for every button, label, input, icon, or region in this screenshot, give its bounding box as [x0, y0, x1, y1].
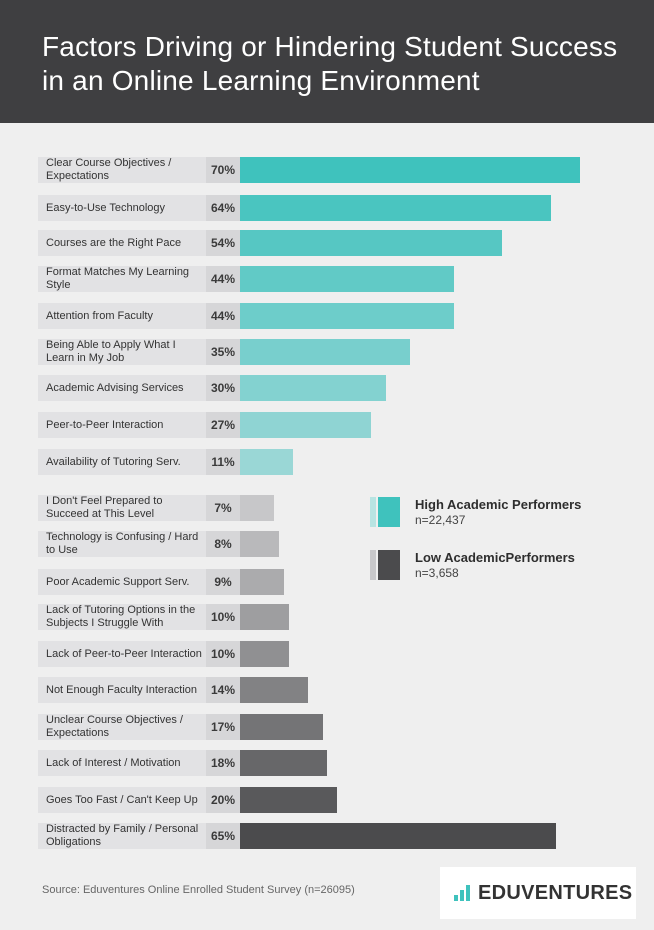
- category-label: Unclear Course Objectives / Expectations: [38, 714, 206, 740]
- legend-label-low: Low AcademicPerformers: [415, 550, 575, 565]
- value-label: 70%: [206, 157, 240, 183]
- bar: [240, 495, 274, 521]
- bar: [240, 531, 279, 557]
- bar: [240, 195, 551, 221]
- category-label: I Don't Feel Prepared to Succeed at This…: [38, 495, 206, 521]
- bar: [240, 714, 323, 740]
- value-label: 27%: [206, 412, 240, 438]
- value-label: 10%: [206, 604, 240, 630]
- category-label: Clear Course Objectives / Expectations: [38, 157, 206, 183]
- bar: [240, 604, 289, 630]
- value-label: 44%: [206, 266, 240, 292]
- bar: [240, 230, 502, 256]
- bar: [240, 412, 371, 438]
- bar: [240, 449, 293, 475]
- category-label: Attention from Faculty: [38, 303, 206, 329]
- value-label: 8%: [206, 531, 240, 557]
- value-label: 44%: [206, 303, 240, 329]
- bar: [240, 569, 284, 595]
- category-label: Easy-to-Use Technology: [38, 195, 206, 221]
- value-label: 35%: [206, 339, 240, 365]
- legend-swatch-high: [370, 497, 400, 527]
- category-label: Goes Too Fast / Can't Keep Up: [38, 787, 206, 813]
- bar: [240, 157, 580, 183]
- bar: [240, 787, 337, 813]
- value-label: 11%: [206, 449, 240, 475]
- value-label: 18%: [206, 750, 240, 776]
- value-label: 30%: [206, 375, 240, 401]
- bar: [240, 750, 327, 776]
- category-label: Not Enough Faculty Interaction: [38, 677, 206, 703]
- value-label: 10%: [206, 641, 240, 667]
- legend-label-high: High Academic Performers: [415, 497, 582, 512]
- bar: [240, 823, 556, 849]
- category-label: Format Matches My Learning Style: [38, 266, 206, 292]
- bars-logo-icon: [454, 885, 474, 901]
- category-label: Technology is Confusing / Hard to Use: [38, 531, 206, 557]
- value-label: 54%: [206, 230, 240, 256]
- logo-wordmark: EDUVENTURES: [478, 882, 633, 904]
- bar: [240, 266, 454, 292]
- value-label: 17%: [206, 714, 240, 740]
- category-label: Availability of Tutoring Serv.: [38, 449, 206, 475]
- eduventures-logo: EDUVENTURES: [440, 867, 636, 919]
- category-label: Academic Advising Services: [38, 375, 206, 401]
- value-label: 64%: [206, 195, 240, 221]
- legend-count-high: n=22,437: [415, 513, 466, 527]
- legend-count-low: n=3,658: [415, 566, 459, 580]
- category-label: Peer-to-Peer Interaction: [38, 412, 206, 438]
- header-banner: Factors Driving or Hindering Student Suc…: [0, 0, 654, 123]
- bar: [240, 641, 289, 667]
- value-label: 9%: [206, 569, 240, 595]
- legend-swatch-low: [370, 550, 400, 580]
- category-label: Lack of Tutoring Options in the Subjects…: [38, 604, 206, 630]
- category-label: Lack of Interest / Motivation: [38, 750, 206, 776]
- category-label: Courses are the Right Pace: [38, 230, 206, 256]
- value-label: 65%: [206, 823, 240, 849]
- value-label: 20%: [206, 787, 240, 813]
- category-label: Distracted by Family / Personal Obligati…: [38, 823, 206, 849]
- category-label: Poor Academic Support Serv.: [38, 569, 206, 595]
- value-label: 7%: [206, 495, 240, 521]
- category-label: Lack of Peer-to-Peer Interaction: [38, 641, 206, 667]
- category-label: Being Able to Apply What I Learn in My J…: [38, 339, 206, 365]
- value-label: 14%: [206, 677, 240, 703]
- bar-chart: Clear Course Objectives / Expectations 70…: [0, 123, 654, 863]
- bar: [240, 339, 410, 365]
- bar: [240, 677, 308, 703]
- source-note: Source: Eduventures Online Enrolled Stud…: [42, 884, 355, 896]
- bar: [240, 303, 454, 329]
- bar: [240, 375, 386, 401]
- page-title: Factors Driving or Hindering Student Suc…: [42, 31, 618, 96]
